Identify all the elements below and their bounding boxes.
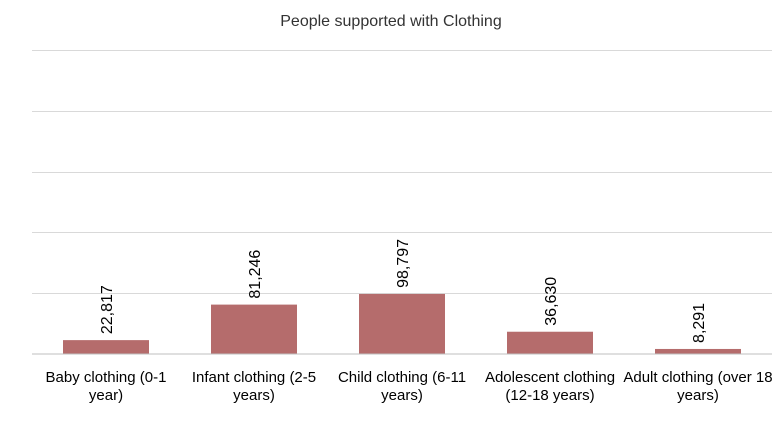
data-labels: 22,817 81,246 98,797 36,630 8,291 — [99, 239, 708, 343]
category-label: Baby clothing (0-1 year) — [45, 369, 167, 404]
bar-series — [63, 293, 741, 354]
bar — [359, 293, 445, 354]
bar — [211, 304, 297, 354]
gridlines — [32, 50, 772, 294]
data-label: 36,630 — [543, 277, 560, 326]
data-label: 81,246 — [247, 250, 264, 299]
chart-title: People supported with Clothing — [280, 13, 501, 30]
bar — [655, 348, 741, 354]
data-label: 22,817 — [99, 285, 116, 334]
bar — [63, 340, 149, 354]
bar — [507, 331, 593, 354]
category-label: Child clothing (6-11 years) — [337, 369, 467, 404]
data-label: 98,797 — [395, 239, 412, 288]
category-label: Adult clothing (over 18 years) — [623, 369, 773, 404]
category-label: Adolescent clothing (12-18 years) — [484, 369, 616, 404]
category-label: Infant clothing (2-5 years) — [191, 369, 317, 404]
data-label: 8,291 — [691, 303, 708, 343]
